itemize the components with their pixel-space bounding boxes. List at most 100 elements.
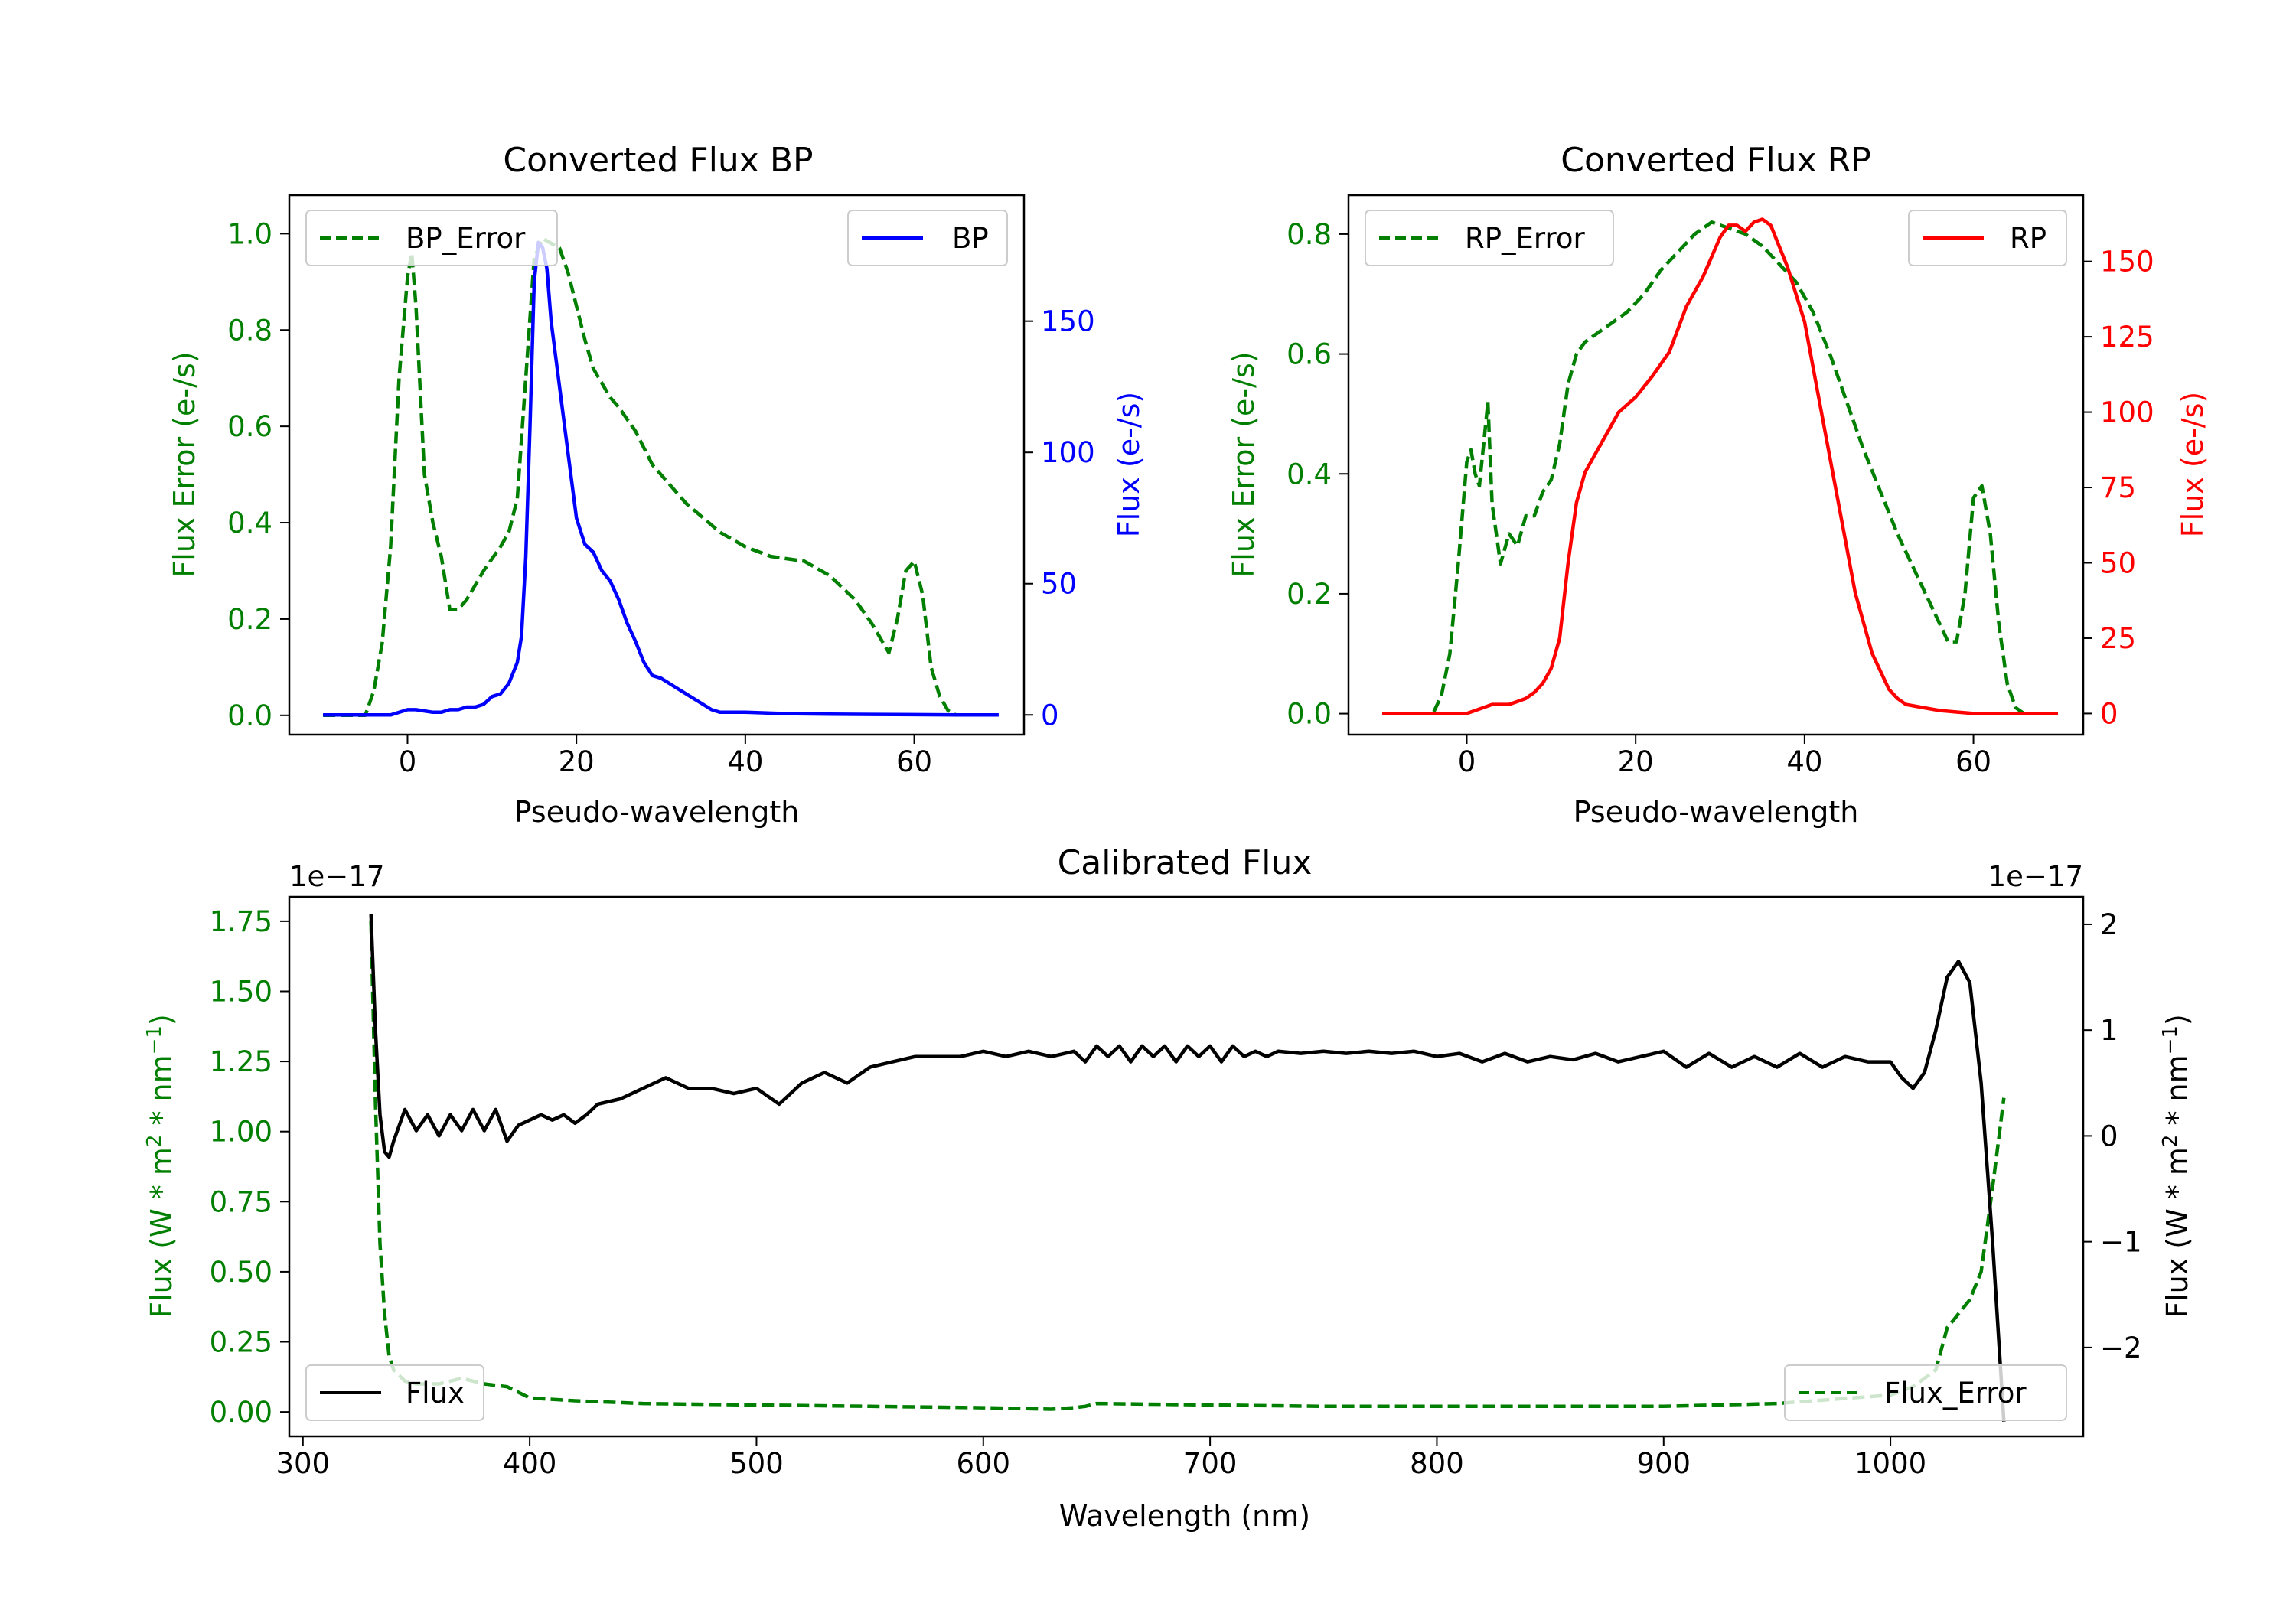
rp-legend-flux-box bbox=[1908, 210, 2067, 266]
rp-legend-flux-label: RP bbox=[2010, 222, 2047, 255]
calibrated-series-flux bbox=[369, 914, 2006, 1422]
calibrated-offset-left: 1e−17 bbox=[289, 860, 384, 893]
bp-xtick-label: 60 bbox=[896, 745, 932, 778]
rp-ytick-right-label: 100 bbox=[2100, 396, 2154, 429]
bp-ytick-right-label: 100 bbox=[1041, 436, 1095, 469]
calibrated-ytick-left-label: 1.75 bbox=[210, 905, 272, 938]
calibrated-legend-flux-box bbox=[305, 1364, 484, 1421]
bp-ytick-right-label: 150 bbox=[1041, 305, 1095, 338]
bp-ytick-right-label: 0 bbox=[1041, 699, 1059, 732]
rp-ylabel-left: Flux Error (e-/s) bbox=[1227, 351, 1261, 577]
rp-xlabel: Pseudo-wavelength bbox=[1574, 795, 1859, 829]
bp-ytick-left-label: 0.2 bbox=[227, 603, 272, 636]
calibrated-ytick-left-label: 1.50 bbox=[210, 975, 272, 1008]
calibrated-xtick-label: 300 bbox=[276, 1447, 330, 1480]
rp-xtick-label: 40 bbox=[1786, 745, 1822, 778]
calibrated-ytick-right-label: 2 bbox=[2100, 908, 2118, 941]
rp-ytick-left-label: 0.6 bbox=[1287, 338, 1332, 371]
rp-title: Converted Flux RP bbox=[1561, 141, 1871, 180]
calibrated-xtick-label: 600 bbox=[956, 1447, 1010, 1480]
rp-series-rp-error bbox=[1382, 220, 2058, 715]
rp-ytick-right-label: 75 bbox=[2100, 471, 2136, 504]
calibrated-title: Calibrated Flux bbox=[1058, 843, 1313, 882]
rp-ytick-right-label: 150 bbox=[2100, 246, 2154, 279]
rp-ytick-left-label: 0.4 bbox=[1287, 458, 1332, 491]
calibrated-legend-error: Flux_Error bbox=[1784, 1364, 2067, 1421]
bp-series-bp-error bbox=[323, 236, 957, 718]
bp-legend-flux: BP bbox=[847, 210, 1008, 266]
bp-legend-flux-label: BP bbox=[952, 222, 989, 255]
calibrated-legend-error-box bbox=[1784, 1364, 2067, 1421]
calibrated-ytick-left-label: 0.50 bbox=[210, 1256, 272, 1289]
calibrated-ytick-left-label: 1.25 bbox=[210, 1045, 272, 1078]
rp-ytick-right-label: 0 bbox=[2100, 697, 2118, 730]
calibrated-legend-flux: Flux bbox=[305, 1364, 484, 1421]
bp-ytick-left-label: 0.6 bbox=[227, 410, 272, 443]
calibrated-ytick-right-label: −1 bbox=[2100, 1226, 2142, 1259]
bp-ytick-left-label: 0.4 bbox=[227, 507, 272, 539]
calibrated-ytick-left-label: 0.75 bbox=[210, 1185, 272, 1218]
rp-ytick-right-label: 125 bbox=[2100, 321, 2154, 354]
calibrated-xtick-label: 800 bbox=[1410, 1447, 1464, 1480]
calibrated-ytick-right-label: 0 bbox=[2100, 1120, 2118, 1152]
rp-axes-frame bbox=[1347, 194, 2085, 736]
calibrated-xtick-label: 900 bbox=[1636, 1447, 1691, 1480]
rp-ytick-right-label: 50 bbox=[2100, 547, 2136, 580]
bp-xtick-label: 0 bbox=[399, 745, 417, 778]
rp-plot-area bbox=[1382, 217, 2058, 715]
rp-panel: Converted Flux RP 0 20 40 60 0.0 0.2 0.4 0.6 0.8… bbox=[1227, 141, 2210, 829]
bp-ylabel-left: Flux Error (e-/s) bbox=[168, 351, 201, 577]
rp-ytick-left-label: 0.2 bbox=[1287, 578, 1332, 611]
calibrated-ytick-left-label: 0.00 bbox=[210, 1396, 272, 1429]
bp-axes-frame bbox=[288, 194, 1026, 736]
bp-xtick-label: 40 bbox=[727, 745, 763, 778]
bp-ytick-left-label: 0.0 bbox=[227, 699, 272, 732]
calibrated-xlabel: Wavelength (nm) bbox=[1059, 1499, 1310, 1533]
calibrated-ytick-left-label: 0.25 bbox=[210, 1326, 272, 1359]
calibrated-offset-right: 1e−17 bbox=[1988, 860, 2083, 893]
rp-legend-error: RP_Error bbox=[1365, 210, 1614, 266]
rp-legend-error-box bbox=[1365, 210, 1614, 266]
rp-ytick-left-label: 0.0 bbox=[1287, 698, 1332, 731]
calibrated-xtick-label: 400 bbox=[503, 1447, 557, 1480]
calibrated-ytick-left-label: 1.00 bbox=[210, 1116, 272, 1149]
rp-series-rp bbox=[1382, 217, 2058, 715]
bp-series-bp bbox=[323, 240, 999, 717]
calibrated-ylabel-left: Flux (W * m2 * nm−1) bbox=[143, 1014, 178, 1319]
rp-xtick-label: 0 bbox=[1458, 745, 1476, 778]
rp-ytick-left-label: 0.8 bbox=[1287, 218, 1332, 251]
calibrated-ytick-right-label: −2 bbox=[2100, 1332, 2142, 1364]
rp-ytick-right-label: 25 bbox=[2100, 622, 2136, 655]
calibrated-legend-error-label: Flux_Error bbox=[1884, 1377, 2027, 1410]
bp-plot-area bbox=[323, 236, 999, 718]
rp-legend-flux: RP bbox=[1908, 210, 2067, 266]
bp-ytick-right-label: 50 bbox=[1041, 568, 1077, 601]
calibrated-xtick-label: 700 bbox=[1183, 1447, 1238, 1480]
calibrated-panel: Calibrated Flux 1e−17 1e−17 300 400 500 600… bbox=[143, 843, 2194, 1533]
rp-ylabel-right: Flux (e-/s) bbox=[2176, 392, 2210, 537]
bp-ytick-left-label: 0.8 bbox=[227, 314, 272, 347]
bp-ylabel-right: Flux (e-/s) bbox=[1112, 392, 1146, 537]
rp-xtick-label: 60 bbox=[1955, 745, 1991, 778]
bp-title: Converted Flux BP bbox=[503, 141, 813, 180]
calibrated-ytick-right-label: 1 bbox=[2100, 1014, 2118, 1047]
bp-ytick-left-label: 1.0 bbox=[227, 217, 272, 250]
calibrated-xtick-label: 1000 bbox=[1854, 1447, 1926, 1480]
bp-legend-error: BP_Error bbox=[305, 210, 558, 266]
bp-xlabel: Pseudo-wavelength bbox=[514, 795, 800, 829]
bp-xtick-label: 20 bbox=[559, 745, 595, 778]
bp-legend-error-label: BP_Error bbox=[406, 222, 526, 255]
calibrated-legend-flux-label: Flux bbox=[406, 1377, 465, 1410]
calibrated-ticks: 300 400 500 600 700 800 900 1000 0.00 0.25 0.50 0.7… bbox=[210, 905, 2142, 1480]
calibrated-ylabel-right: Flux (W * m2 * nm−1) bbox=[2159, 1014, 2194, 1319]
bp-panel: Converted Flux BP 0 20 40 60 0.0 0.2 0.4 0.6 0.8… bbox=[168, 141, 1146, 829]
rp-xtick-label: 20 bbox=[1618, 745, 1654, 778]
rp-ticks: 0 20 40 60 0.0 0.2 0.4 0.6 0.8 0 25 50 75 100 125 150 bbox=[1287, 218, 2154, 778]
rp-legend-error-label: RP_Error bbox=[1465, 222, 1585, 255]
calibrated-xtick-label: 500 bbox=[729, 1447, 784, 1480]
bp-legend-error-box bbox=[305, 210, 558, 266]
bp-legend-flux-box bbox=[847, 210, 1008, 266]
calibrated-axes-frame bbox=[288, 895, 2085, 1438]
